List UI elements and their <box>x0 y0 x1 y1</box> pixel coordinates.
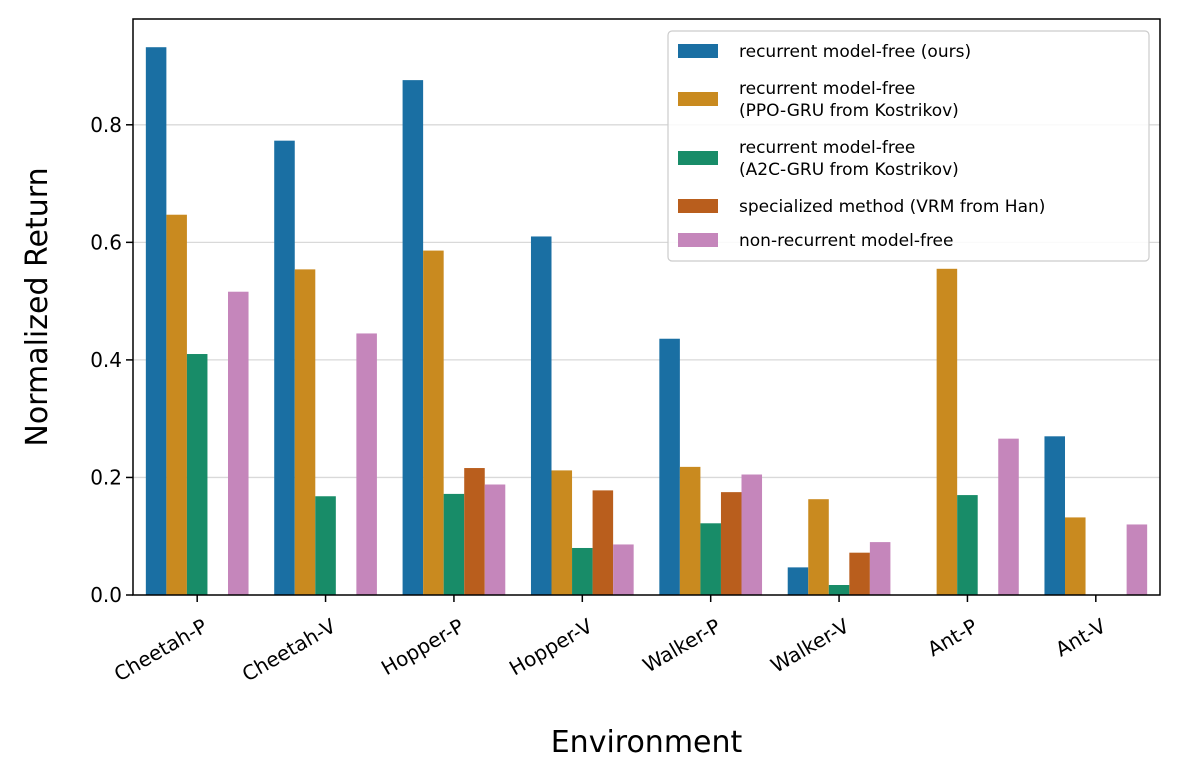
plot-frame <box>132 18 1161 596</box>
bar <box>464 468 485 595</box>
bar <box>659 338 680 595</box>
x-axis-title: Environment <box>551 725 743 760</box>
x-tick-label: Ant-V <box>1051 614 1110 662</box>
bar <box>1065 517 1086 595</box>
legend-entry: recurrent model-free (PPO-GRU from Kostri… <box>739 79 959 121</box>
bar <box>443 493 465 595</box>
x-tick-label: Walker-P <box>639 614 725 678</box>
bar <box>869 542 891 595</box>
legend-entry: non-recurrent model-free <box>739 231 953 251</box>
bar <box>145 47 167 596</box>
bar <box>998 438 1019 595</box>
bar <box>274 140 295 595</box>
bar <box>402 80 424 596</box>
legend-entry: recurrent model-free (A2C-GRU from Kostri… <box>739 138 959 180</box>
bar <box>741 474 763 595</box>
legend-swatch <box>678 92 718 106</box>
bar <box>186 354 208 595</box>
x-tick-label: Walker-V <box>767 614 854 678</box>
legend-box <box>667 30 1150 262</box>
y-tick-label: 0.0 <box>90 583 122 607</box>
legend-swatch <box>678 199 718 213</box>
legend-swatch <box>678 233 718 247</box>
y-tick-label: 0.8 <box>90 113 122 137</box>
bar <box>166 214 187 595</box>
legend-swatch <box>678 44 718 58</box>
x-axis: Cheetah-P Cheetah-V Hopper-P Hopper-V Walker… <box>110 595 1110 686</box>
y-tick-label: 0.2 <box>90 465 122 489</box>
bar <box>720 492 742 595</box>
bar <box>551 470 573 595</box>
x-tick-label: Hopper-P <box>377 614 468 680</box>
bar <box>613 544 634 595</box>
bar <box>1044 436 1066 595</box>
bar <box>1126 524 1148 595</box>
y-axis-title: Normalized Return <box>20 167 55 446</box>
bar <box>957 495 978 595</box>
bar <box>356 333 377 595</box>
bar <box>315 496 336 595</box>
legend-entry: recurrent model-free (ours) <box>739 42 971 62</box>
y-axis: 0.0 0.2 0.4 0.6 0.8 <box>90 113 133 607</box>
y-tick-label: 0.4 <box>90 348 122 372</box>
x-tick-label: Cheetah-V <box>238 614 340 687</box>
bar <box>592 490 614 595</box>
bar <box>484 484 506 595</box>
y-tick-label: 0.6 <box>90 230 122 254</box>
bar <box>787 567 809 595</box>
bar <box>423 250 444 596</box>
bar <box>227 291 249 595</box>
legend: recurrent model-free (ours) recurrent mod… <box>667 30 1150 262</box>
bar <box>828 585 850 595</box>
legend-swatch <box>678 151 718 165</box>
bar <box>679 466 701 595</box>
bar <box>530 236 552 595</box>
x-tick-label: Ant-P <box>923 614 981 662</box>
bar <box>808 499 829 595</box>
x-tick-label: Cheetah-P <box>110 614 211 686</box>
legend-entry: specialized method (VRM from Han) <box>739 197 1045 217</box>
bars <box>145 47 1148 596</box>
bar <box>700 523 721 595</box>
bar <box>294 269 316 595</box>
x-tick-label: Hopper-V <box>505 614 597 681</box>
bar <box>849 552 870 595</box>
bar <box>936 268 958 595</box>
bar <box>572 547 593 595</box>
